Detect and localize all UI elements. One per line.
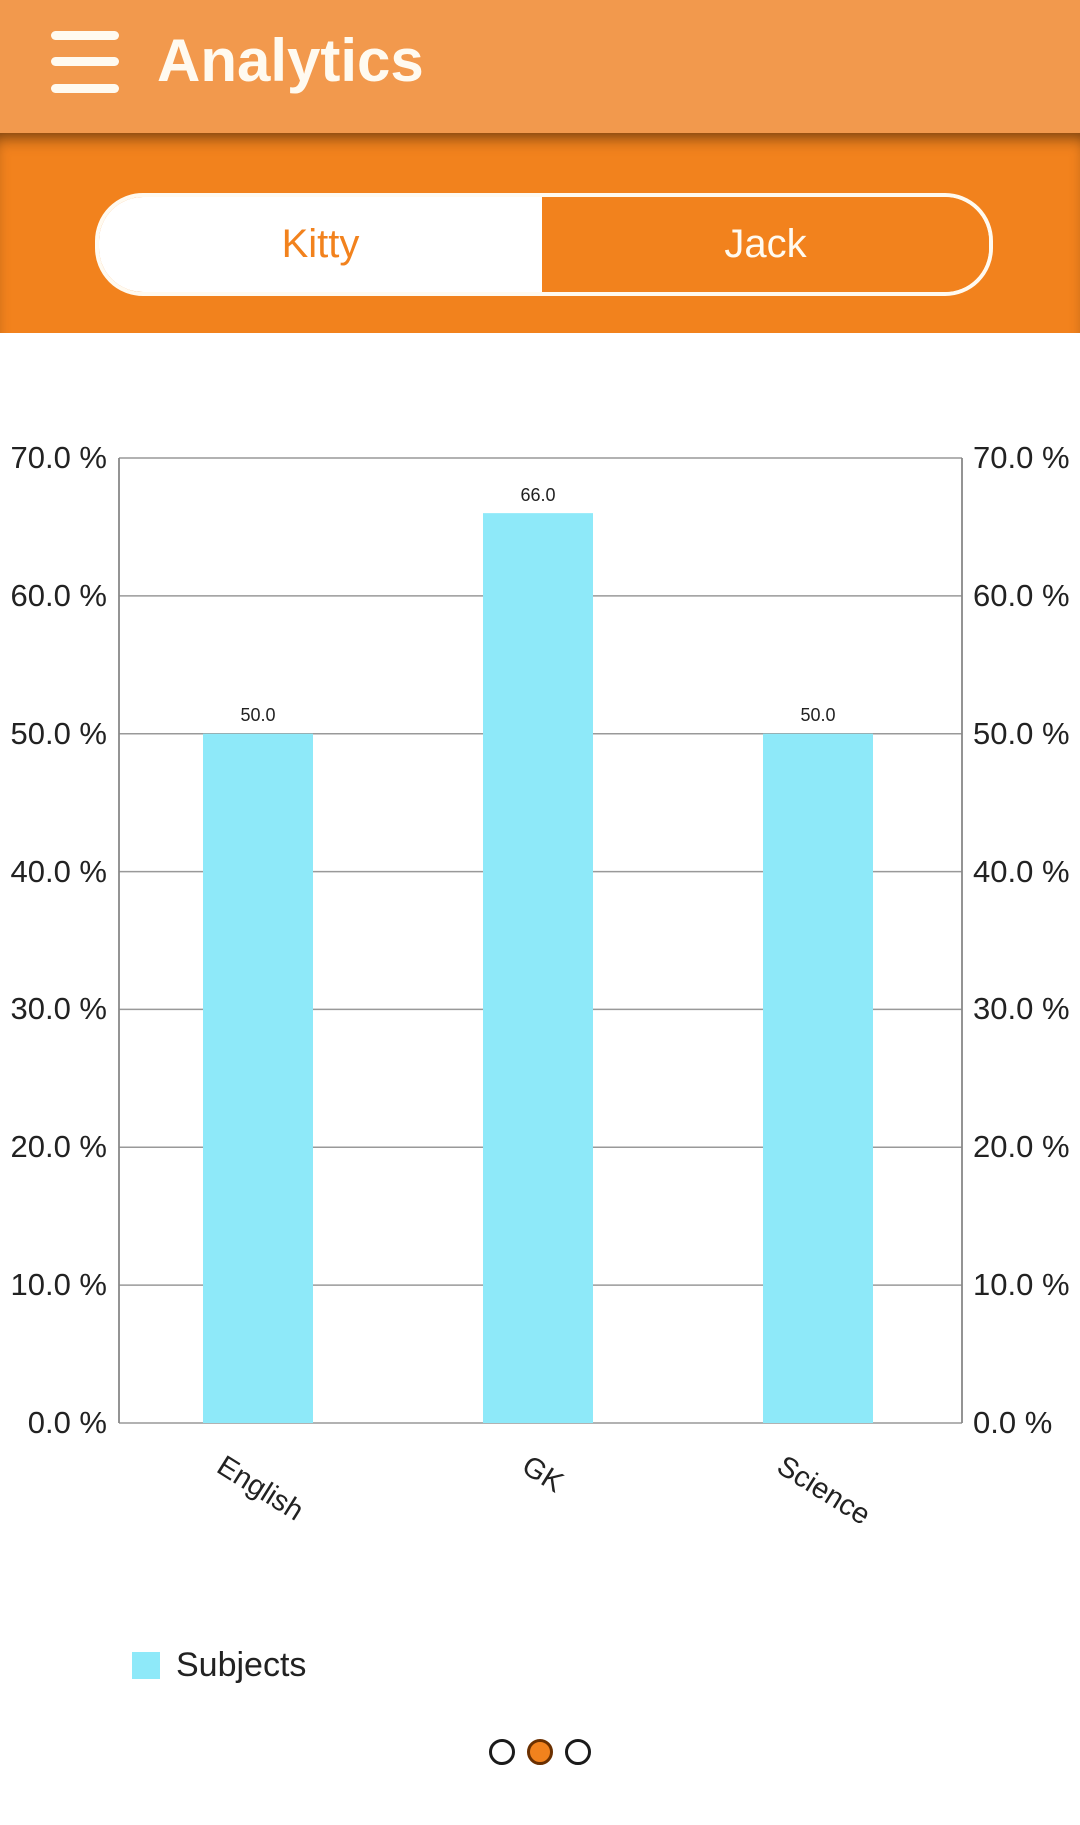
svg-text:70.0 %: 70.0 % [10, 440, 107, 475]
svg-text:40.0 %: 40.0 % [973, 854, 1070, 889]
svg-text:30.0 %: 30.0 % [10, 991, 107, 1026]
svg-text:0.0 %: 0.0 % [973, 1405, 1052, 1440]
svg-text:50.0 %: 50.0 % [973, 716, 1070, 751]
svg-text:20.0 %: 20.0 % [10, 1129, 107, 1164]
svg-text:50.0: 50.0 [240, 705, 275, 725]
svg-text:66.0: 66.0 [520, 485, 555, 505]
svg-text:0.0 %: 0.0 % [28, 1405, 107, 1440]
svg-text:Science: Science [771, 1450, 875, 1532]
svg-text:20.0 %: 20.0 % [973, 1129, 1070, 1164]
svg-text:English: English [211, 1450, 309, 1528]
svg-text:10.0 %: 10.0 % [10, 1267, 107, 1302]
svg-text:70.0 %: 70.0 % [973, 440, 1070, 475]
svg-text:10.0 %: 10.0 % [973, 1267, 1070, 1302]
svg-text:40.0 %: 40.0 % [10, 854, 107, 889]
svg-text:60.0 %: 60.0 % [10, 578, 107, 613]
svg-text:50.0 %: 50.0 % [10, 716, 107, 751]
svg-text:30.0 %: 30.0 % [973, 991, 1070, 1026]
svg-text:50.0: 50.0 [800, 705, 835, 725]
svg-text:GK: GK [516, 1450, 569, 1500]
svg-text:60.0 %: 60.0 % [973, 578, 1070, 613]
